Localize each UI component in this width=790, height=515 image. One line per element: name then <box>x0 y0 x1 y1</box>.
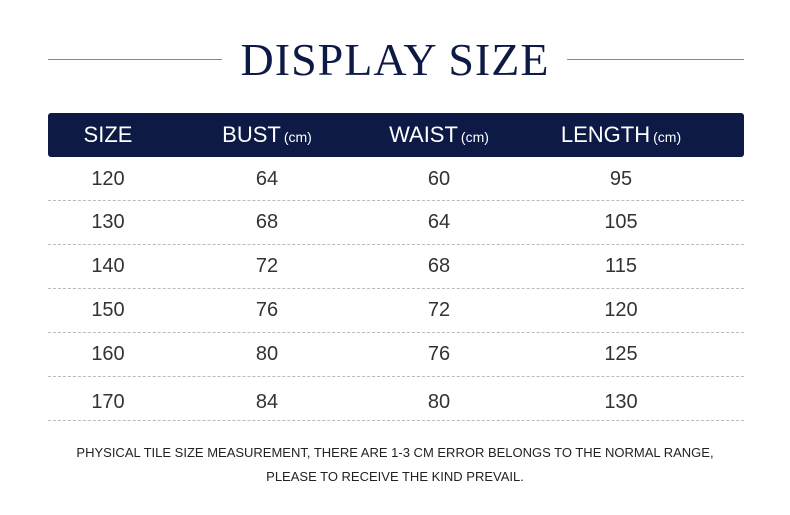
measurement-note: PHYSICAL TILE SIZE MEASUREMENT, THERE AR… <box>0 441 790 489</box>
table-cell: 72 <box>427 299 451 321</box>
column-header-size: SIZE <box>84 123 133 147</box>
table-cell: 84 <box>255 391 279 413</box>
row-divider <box>48 376 744 377</box>
table-cell: 60 <box>427 168 451 190</box>
column-header-bust: BUST (cm) <box>222 123 312 149</box>
table-cell: 140 <box>91 255 125 277</box>
table-row: 130 68 64 105 <box>48 211 744 255</box>
table-cell: 160 <box>91 343 125 365</box>
column-unit: (cm) <box>653 129 682 145</box>
table-cell: 150 <box>91 299 125 321</box>
title-rule-right <box>567 59 744 60</box>
column-header-length: LENGTH (cm) <box>561 123 681 149</box>
table-cell: 80 <box>255 343 279 365</box>
table-cell: 115 <box>605 255 637 277</box>
table-cell: 68 <box>427 255 451 277</box>
row-divider <box>48 420 744 421</box>
column-label: BUST <box>222 122 281 147</box>
table-row: 170 84 80 130 <box>48 391 744 435</box>
row-divider <box>48 200 744 201</box>
note-line-1: PHYSICAL TILE SIZE MEASUREMENT, THERE AR… <box>76 445 714 460</box>
table-cell: 64 <box>255 168 279 190</box>
table-cell: 125 <box>604 343 638 365</box>
table-cell: 68 <box>255 211 279 233</box>
note-line-2: PLEASE TO RECEIVE THE KIND PREVAIL. <box>266 469 524 484</box>
column-header-waist: WAIST (cm) <box>389 123 489 149</box>
row-divider <box>48 244 744 245</box>
row-divider <box>48 332 744 333</box>
table-row: 160 80 76 125 <box>48 343 744 387</box>
table-cell: 80 <box>427 391 451 413</box>
column-unit: (cm) <box>283 129 312 145</box>
table-cell: 120 <box>604 299 638 321</box>
table-row: 140 72 68 115 <box>48 255 744 299</box>
table-cell: 95 <box>609 168 633 190</box>
column-label: SIZE <box>83 122 133 147</box>
table-cell: 72 <box>255 255 279 277</box>
table-cell: 76 <box>255 299 279 321</box>
table-cell: 120 <box>91 168 125 190</box>
row-divider <box>48 288 744 289</box>
title-rule-left <box>48 59 222 60</box>
table-header: SIZE BUST (cm) WAIST (cm) LENGTH (cm) <box>48 113 744 157</box>
table-cell: 130 <box>604 391 638 413</box>
column-label: WAIST <box>389 122 458 147</box>
table-cell: 170 <box>91 391 125 413</box>
table-cell: 105 <box>604 211 638 233</box>
column-unit: (cm) <box>460 129 489 145</box>
table-cell: 130 <box>91 211 125 233</box>
column-label: LENGTH <box>560 122 651 147</box>
table-row: 150 76 72 120 <box>48 299 744 343</box>
table-cell: 64 <box>427 211 451 233</box>
page-title: DISPLAY SIZE <box>240 34 550 85</box>
table-row: 120 64 60 95 <box>48 168 744 212</box>
table-cell: 76 <box>427 343 451 365</box>
